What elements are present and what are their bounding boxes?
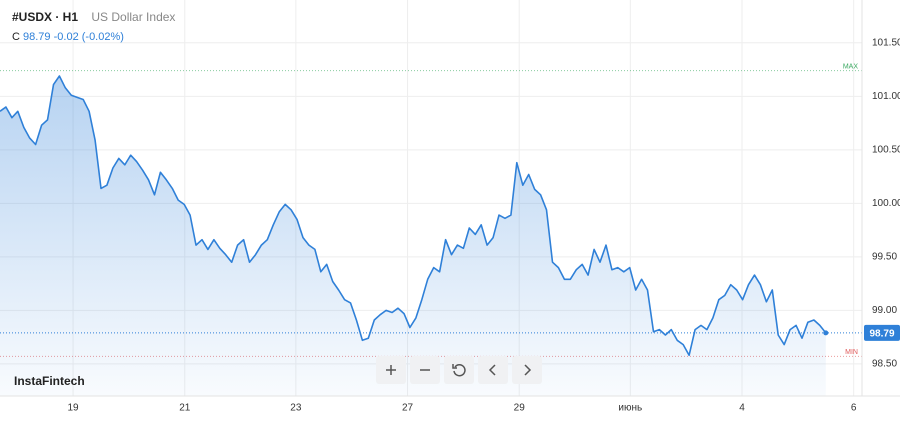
y-tick-label: 100.00 <box>872 198 900 209</box>
x-tick-label: 21 <box>179 403 191 414</box>
zoom-in-button[interactable] <box>376 356 406 384</box>
x-tick-label: 27 <box>402 403 414 414</box>
header: #USDX · H1 US Dollar Index <box>12 10 175 24</box>
instrument-name: US Dollar Index <box>91 10 176 24</box>
y-tick-label: 99.50 <box>872 252 897 263</box>
y-tick-label: 100.50 <box>872 144 900 155</box>
price-tag-label: 98.79 <box>869 328 894 339</box>
x-tick-label: июнь <box>618 403 642 414</box>
price-tag <box>864 324 900 341</box>
y-tick-label: 98.50 <box>872 359 897 370</box>
x-tick-label: 19 <box>68 403 80 414</box>
close-value: 98.79 <box>23 31 51 43</box>
x-tick-label: 23 <box>290 403 302 414</box>
x-tick-label: 4 <box>739 403 745 414</box>
symbol: #USDX · H1 <box>12 10 79 24</box>
change: -0.02 (-0.02%) <box>53 31 124 43</box>
y-tick-label: 101.50 <box>872 37 900 48</box>
last-point <box>823 330 829 336</box>
close-label: C <box>12 31 20 43</box>
x-tick-label: 29 <box>514 403 526 414</box>
reference-label: MIN <box>845 349 858 356</box>
brand: InstaFintech <box>14 374 85 388</box>
y-tick-label: 99.00 <box>872 305 897 316</box>
reference-label: MAX <box>843 63 859 70</box>
x-tick-label: 6 <box>851 403 857 414</box>
toolbar <box>376 356 542 384</box>
line <box>0 75 827 357</box>
area <box>0 76 826 396</box>
quote: C 98.79 -0.02 (-0.02%) <box>12 31 124 43</box>
zoom-out-button[interactable] <box>410 356 440 384</box>
scroll-right-button[interactable] <box>512 356 542 384</box>
scroll-left-button[interactable] <box>478 356 508 384</box>
reset-button[interactable] <box>444 356 474 384</box>
y-tick-label: 101.00 <box>872 91 900 102</box>
